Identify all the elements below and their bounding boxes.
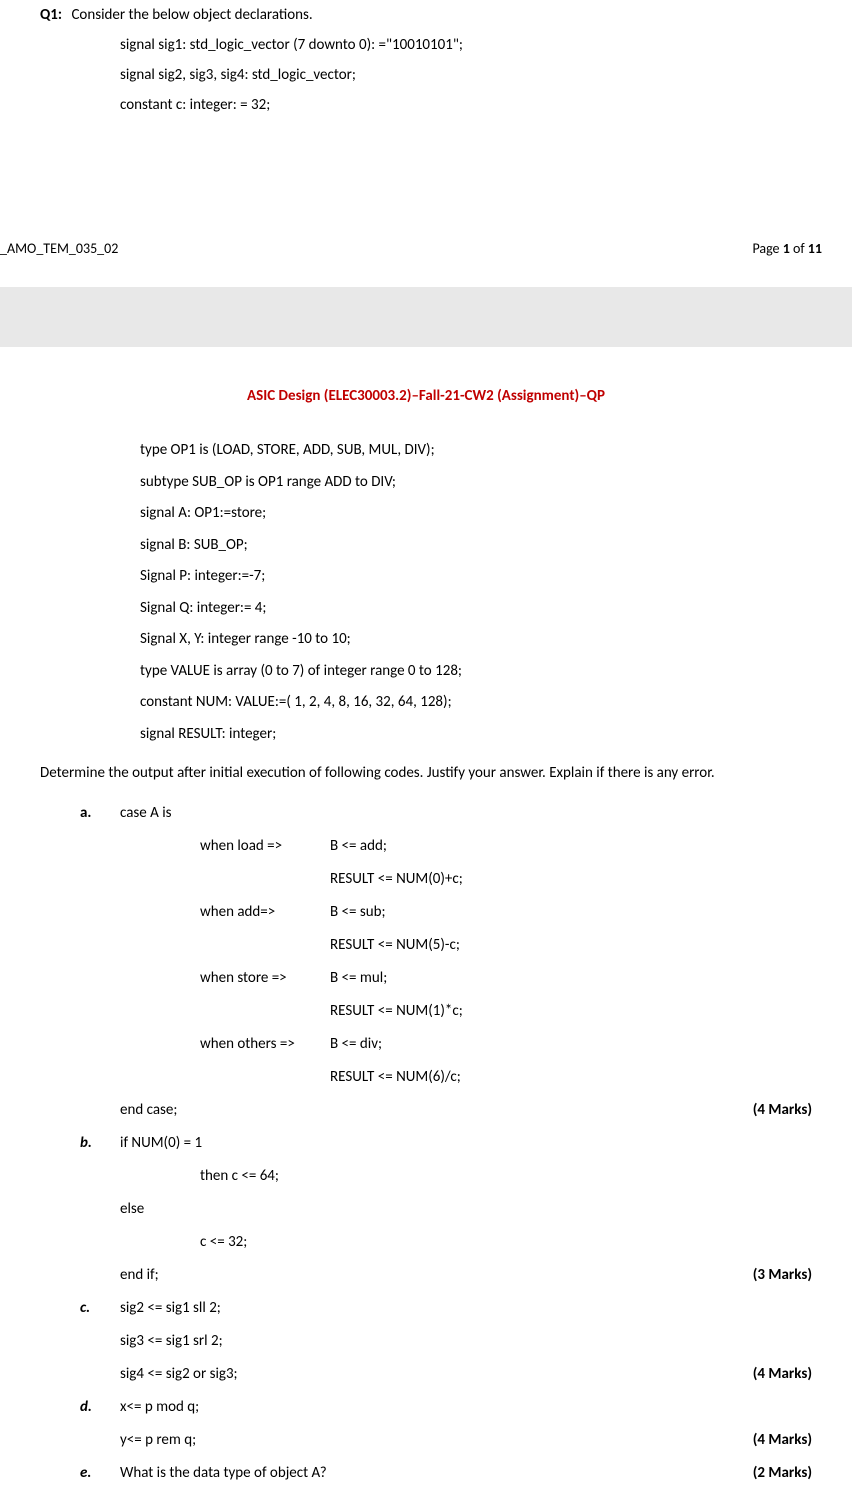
course-header: ASIC Design (ELEC30003.2)–Fall-21-CW2 (A…: [20, 387, 832, 405]
decl-line: signal A: OP1:=store;: [140, 498, 832, 530]
decl-line: Signal P: integer:=-7;: [140, 561, 832, 593]
sub-d-line0: x<= p mod q;: [120, 1391, 832, 1424]
case-cont: RESULT <= NUM(5)-c;: [330, 929, 832, 962]
sub-b-label: b.: [80, 1127, 120, 1160]
sub-e-text: What is the data type of object A?: [120, 1457, 327, 1490]
case-row: when store =>B <= mul;: [200, 962, 832, 995]
decl-line: Signal Q: integer:= 4;: [140, 593, 832, 625]
sub-c: c. sig2 <= sig1 sll 2;: [80, 1292, 832, 1325]
sub-d-label: d.: [80, 1391, 120, 1424]
code-line: signal sig2, sig3, sig4: std_logic_vecto…: [120, 60, 832, 90]
decl-line: constant NUM: VALUE:=( 1, 2, 4, 8, 16, 3…: [140, 687, 832, 719]
question-header: Q1: Consider the below object declaratio…: [40, 0, 832, 30]
end-case-row: end case; (4 Marks): [120, 1094, 832, 1127]
b-else: else: [120, 1193, 832, 1226]
marks-a: (4 Marks): [753, 1094, 812, 1127]
sub-e-label: e.: [80, 1457, 120, 1490]
sub-d: d. x<= p mod q;: [80, 1391, 832, 1424]
marks-b: (3 Marks): [753, 1259, 812, 1292]
sub-c-label: c.: [80, 1292, 120, 1325]
sub-c-line0: sig2 <= sig1 sll 2;: [120, 1292, 832, 1325]
marks-d: (4 Marks): [753, 1424, 812, 1457]
decl-line: signal B: SUB_OP;: [140, 530, 832, 562]
footer-template-id: _AMO_TEM_035_02: [0, 240, 118, 257]
case-row: when load =>B <= add;: [200, 830, 832, 863]
sub-a-label: a.: [80, 797, 120, 830]
page-1: Q1: Consider the below object declaratio…: [0, 0, 852, 287]
sub-a: a. case A is: [80, 797, 832, 830]
sub-b-first: if NUM(0) = 1: [120, 1127, 832, 1160]
b-then: then c <= 64;: [200, 1160, 832, 1193]
page-footer: _AMO_TEM_035_02 Page 1 of 11: [0, 240, 832, 257]
page-number: Page 1 of 11: [752, 240, 822, 257]
sub-b: b. if NUM(0) = 1: [80, 1127, 832, 1160]
decl-line: type OP1 is (LOAD, STORE, ADD, SUB, MUL,…: [140, 435, 832, 467]
b-else-body: c <= 32;: [200, 1226, 832, 1259]
sub-c-line2: sig4 <= sig2 or sig3;: [120, 1358, 238, 1391]
decl-line: Signal X, Y: integer range -10 to 10;: [140, 624, 832, 656]
case-cont: RESULT <= NUM(0)+c;: [330, 863, 832, 896]
sub-e-row: e. What is the data type of object A? (2…: [20, 1457, 832, 1490]
marks-c: (4 Marks): [753, 1358, 812, 1391]
q-text: Consider the below object declarations.: [71, 6, 312, 24]
decl-line: signal RESULT: integer;: [140, 719, 832, 751]
code-line: constant c: integer: = 32;: [120, 90, 832, 120]
marks-e: (2 Marks): [753, 1457, 812, 1490]
case-cont: RESULT <= NUM(1)*c;: [330, 995, 832, 1028]
sub-a-first: case A is: [120, 797, 832, 830]
sub-c-line1: sig3 <= sig1 srl 2;: [120, 1325, 832, 1358]
decl-line: subtype SUB_OP is OP1 range ADD to DIV;: [140, 467, 832, 499]
end-case: end case;: [120, 1094, 177, 1127]
page-gap: [0, 287, 852, 347]
sub-d-line1: y<= p rem q;: [120, 1424, 196, 1457]
page-2: ASIC Design (ELEC30003.2)–Fall-21-CW2 (A…: [0, 347, 852, 1510]
sub-d-line1-row: y<= p rem q; (4 Marks): [120, 1424, 832, 1457]
code-line: signal sig1: std_logic_vector (7 downto …: [120, 30, 832, 60]
end-if: end if;: [120, 1259, 159, 1292]
decl-line: type VALUE is array (0 to 7) of integer …: [140, 656, 832, 688]
case-row: when add=>B <= sub;: [200, 896, 832, 929]
case-cont: RESULT <= NUM(6)/c;: [330, 1061, 832, 1094]
q-label: Q1:: [40, 6, 62, 24]
end-if-row: end if; (3 Marks): [120, 1259, 832, 1292]
sub-c-line2-row: sig4 <= sig2 or sig3; (4 Marks): [120, 1358, 832, 1391]
instruction-text: Determine the output after initial execu…: [40, 760, 832, 787]
case-row: when others =>B <= div;: [200, 1028, 832, 1061]
